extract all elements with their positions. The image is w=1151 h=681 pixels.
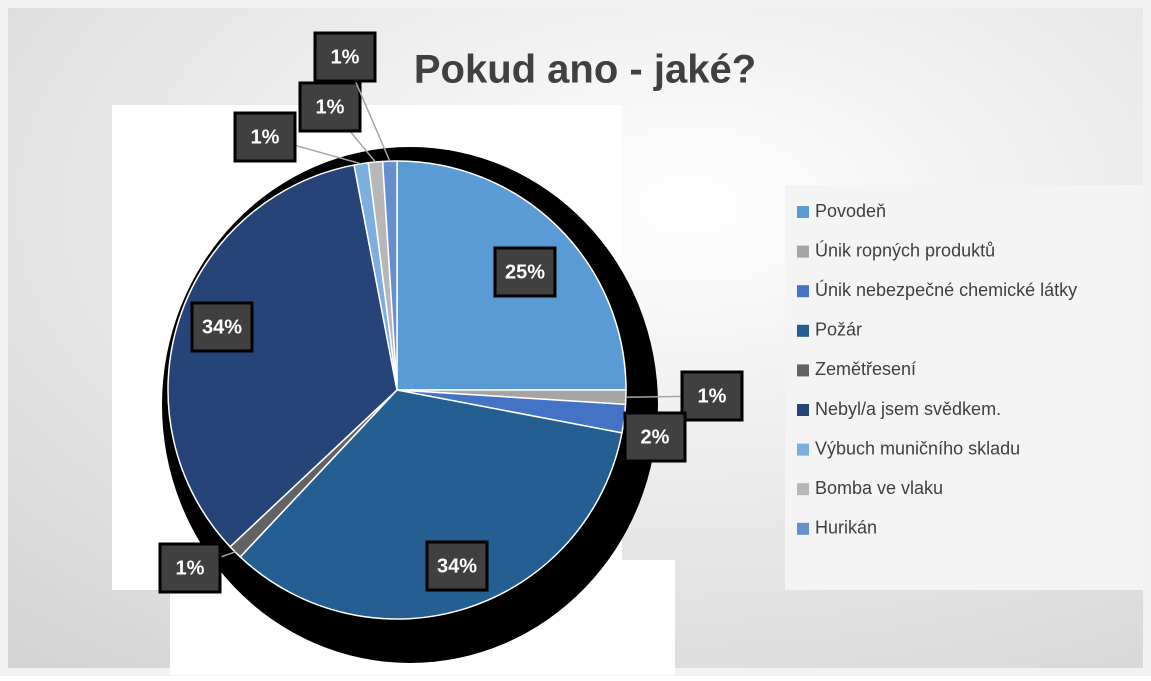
chart-title: Pokud ano - jaké? [414, 48, 756, 92]
data-label: 34% [202, 316, 242, 338]
data-label: 2% [641, 426, 670, 448]
legend-label: Zemětřesení [815, 359, 916, 379]
data-label: 1% [331, 46, 360, 68]
pie-slice [239, 389, 623, 620]
data-label-box [425, 540, 489, 592]
legend-swatch [797, 443, 809, 456]
legend-label: Požár [815, 320, 862, 340]
data-label: 1% [251, 126, 280, 148]
data-label-box [313, 31, 377, 83]
legend-box [785, 185, 1145, 590]
legend-swatch [797, 483, 809, 496]
pie-slice [167, 164, 398, 548]
legend-swatch [797, 206, 809, 218]
legend-label: Bomba ve vlaku [815, 478, 943, 498]
legend-swatch [797, 245, 809, 258]
data-label-box [680, 370, 744, 422]
data-label-box [623, 411, 687, 463]
legend-swatch [797, 324, 809, 337]
pie-slice [381, 160, 398, 391]
data-label: 25% [505, 261, 545, 283]
data-label: 1% [316, 96, 345, 118]
legend-label: Únik nebezpečné chemické látky [815, 279, 1077, 300]
data-label: 1% [698, 385, 727, 407]
data-label: 1% [176, 557, 205, 579]
legend-label: Hurikán [815, 518, 877, 538]
legend-swatch [797, 364, 809, 377]
legend-swatch [797, 404, 809, 416]
data-label: 34% [437, 555, 477, 577]
legend-label: Únik ropných produktů [815, 239, 995, 260]
legend-label: Nebyl/a jsem svědkem. [815, 399, 1001, 419]
data-label-box [233, 111, 297, 163]
legend-swatch [797, 522, 809, 535]
legend-label: Výbuch muničního skladu [815, 438, 1020, 458]
legend-swatch [797, 285, 809, 298]
data-label-box [493, 246, 557, 298]
data-label-box [298, 81, 362, 133]
data-label-box [190, 301, 254, 353]
data-label-box [158, 542, 222, 594]
legend-label: Povodeň [815, 201, 886, 221]
